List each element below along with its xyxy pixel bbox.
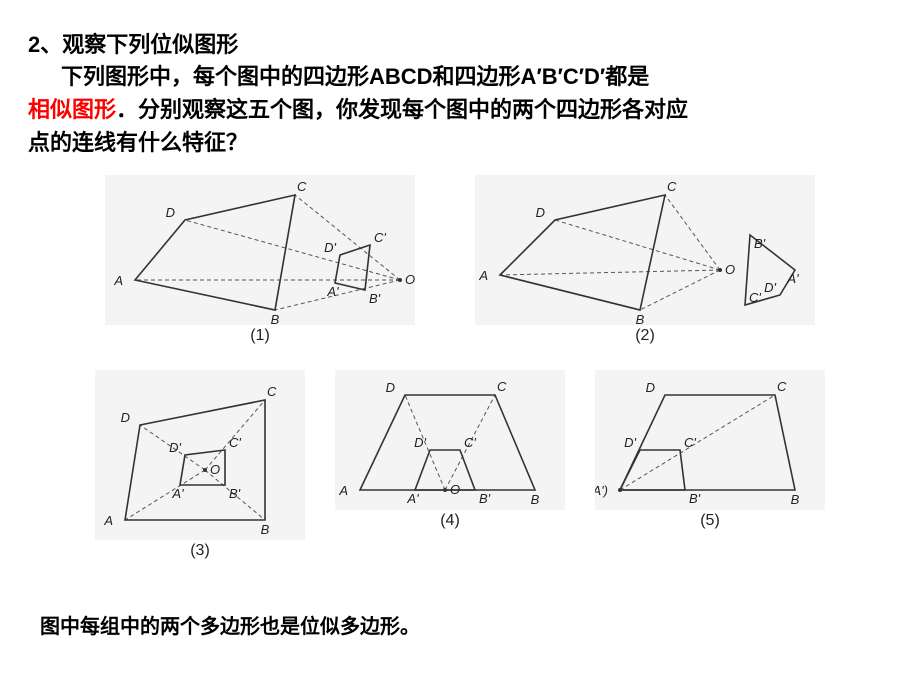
svg-text:D: D — [536, 205, 545, 220]
svg-text:O: O — [405, 272, 415, 287]
svg-text:C: C — [297, 179, 307, 194]
svg-text:B': B' — [479, 491, 491, 506]
svg-text:A: A — [478, 268, 488, 283]
svg-text:C: C — [667, 179, 677, 194]
svg-text:D': D' — [764, 280, 776, 295]
svg-text:B: B — [636, 312, 645, 325]
diagram-caption: (4) — [335, 512, 565, 530]
svg-text:D': D' — [324, 240, 336, 255]
svg-text:B: B — [261, 522, 270, 537]
svg-text:B': B' — [229, 486, 241, 501]
svg-text:C': C' — [464, 435, 476, 450]
svg-text:A: A — [103, 513, 113, 528]
diagram-cell: A(A') B C D B' C' D' (5) — [595, 370, 825, 560]
diagram-cell: A B C D A' B' C' D' O (3) — [95, 370, 305, 560]
diagram-caption: (1) — [105, 327, 415, 345]
diagram-svg: A B C D A' B' C'D' O — [475, 175, 815, 325]
svg-text:C': C' — [229, 435, 241, 450]
body-line2b-rest: ．分别观察这五个图，你发现每个图中的两个四边形各对应 — [116, 97, 688, 122]
svg-text:B': B' — [369, 291, 381, 306]
diagram-svg: A B C D A' B' C' D' O — [105, 175, 415, 325]
svg-text:D': D' — [169, 440, 181, 455]
svg-text:A': A' — [326, 284, 339, 299]
red-term: 相似图形 — [28, 97, 116, 122]
svg-text:D: D — [646, 380, 655, 395]
diagram-cell: A B C D A' B' C'D' O (2) — [475, 175, 815, 345]
svg-text:O: O — [725, 262, 735, 277]
svg-text:B: B — [531, 492, 540, 507]
svg-text:O: O — [210, 462, 220, 477]
svg-text:D: D — [121, 410, 130, 425]
diagram-row-2: A B C D A' B' C' D' O (3) A B C D A' B' C' D' O (4) A(A') B C D… — [0, 370, 920, 560]
question-heading: 2、观察下列位似图形 — [28, 28, 238, 61]
svg-text:B': B' — [689, 491, 701, 506]
svg-text:B: B — [271, 312, 280, 325]
diagram-svg: A B C D A' B' C' D' O — [335, 370, 565, 510]
body-paragraph: 下列图形中，每个图中的四边形ABCD和四边形A′B′C′D′都是 相似图形．分别… — [28, 60, 898, 159]
svg-text:C: C — [777, 379, 787, 394]
svg-text:B': B' — [754, 236, 766, 251]
svg-text:A': A' — [171, 486, 184, 501]
diagram-svg: A(A') B C D B' C' D' — [595, 370, 825, 510]
bottom-note: 图中每组中的两个多边形也是位似多边形。 — [40, 610, 420, 639]
diagram-caption: (5) — [595, 512, 825, 530]
svg-text:C: C — [497, 379, 507, 394]
svg-text:D': D' — [414, 435, 426, 450]
diagram-caption: (2) — [475, 327, 815, 345]
svg-text:C': C' — [684, 435, 696, 450]
svg-text:B: B — [791, 492, 800, 507]
diagram-row-1: ABCDA'B'C'D'O(1)ABCDA'B'C'D'O(2) — [0, 175, 920, 345]
svg-text:C': C' — [374, 230, 386, 245]
svg-text:C': C' — [749, 290, 761, 305]
svg-text:A: A — [338, 483, 348, 498]
svg-text:A': A' — [786, 271, 799, 286]
diagram-cell: A B C D A' B' C' D' O (1) — [105, 175, 415, 345]
svg-text:D': D' — [624, 435, 636, 450]
svg-text:O: O — [450, 482, 460, 497]
diagram-cell: A B C D A' B' C' D' O (4) — [335, 370, 565, 560]
svg-text:A: A — [113, 273, 123, 288]
svg-text:A': A' — [406, 491, 419, 506]
svg-text:D: D — [166, 205, 175, 220]
svg-text:A(A'): A(A') — [595, 483, 608, 498]
diagram-svg: A B C D A' B' C' D' O — [95, 370, 305, 540]
body-line3: 点的连线有什么特征？ — [28, 130, 248, 155]
diagram-caption: (3) — [95, 542, 305, 560]
svg-text:D: D — [386, 380, 395, 395]
svg-text:C: C — [267, 384, 277, 399]
body-line2a: 下列图形中，每个图中的四边形ABCD和四边形A′B′C′D′都是 — [61, 64, 649, 89]
